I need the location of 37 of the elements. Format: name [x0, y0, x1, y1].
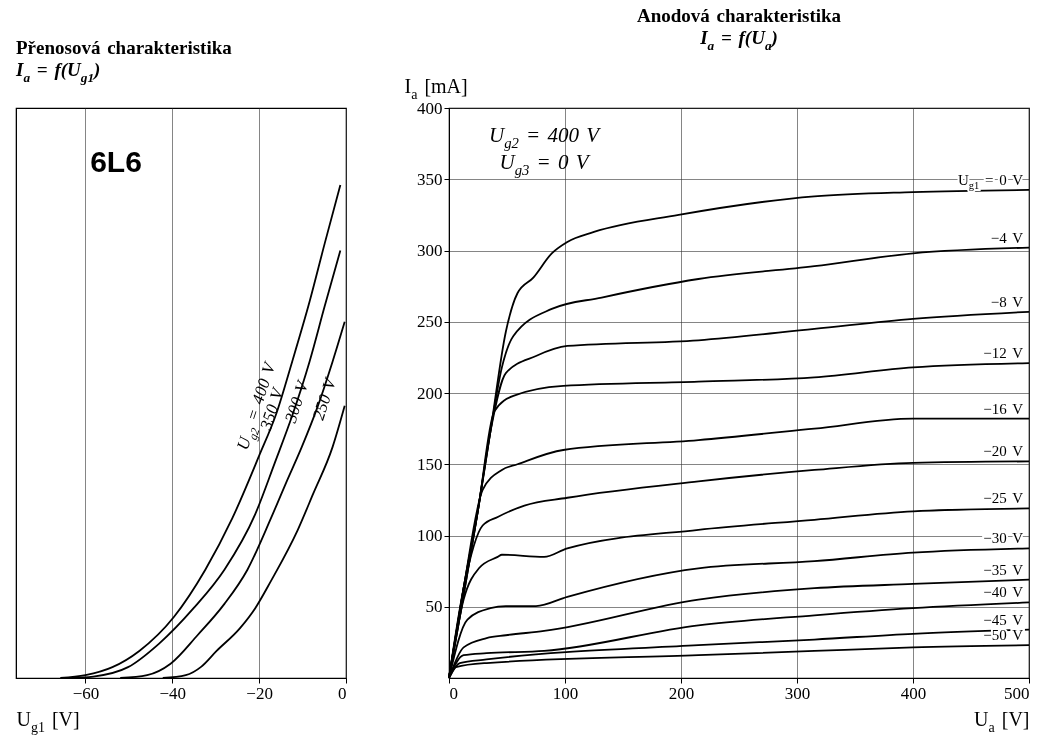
chart-title: Anodová charakteristika: [636, 5, 842, 26]
series-label: −25 V: [983, 490, 1024, 507]
series-label: −20 V: [983, 443, 1024, 460]
x-tick-label: 0: [338, 683, 347, 703]
x-axis-title: U$_{a}$ [V]: [974, 707, 1030, 735]
series-label: −8 V: [990, 293, 1024, 310]
series-label: −35 V: [983, 561, 1024, 578]
y-tick-label: 300: [417, 241, 443, 260]
annotation: U$_{g3}$ = 0 V: [499, 150, 591, 179]
series-label: U$_{g1}$ = 0 V: [957, 171, 1024, 192]
series-label: −30 V: [983, 530, 1024, 547]
x-tick-label: 100: [552, 683, 579, 703]
x-tick-label: 200: [668, 683, 695, 703]
y-tick-label: 200: [417, 383, 443, 403]
x-tick-label: −20: [246, 683, 273, 703]
series-label: −16 V: [983, 400, 1024, 417]
x-tick-label: −60: [72, 683, 100, 703]
y-tick-label: 50: [425, 597, 443, 617]
x-tick-label: 300: [784, 683, 811, 703]
x-tick-label: 0: [449, 683, 458, 703]
x-tick-label: 400: [900, 683, 927, 703]
series-label: −40 V: [983, 584, 1024, 601]
x-tick-label: −40: [159, 683, 187, 703]
annotation: 6L6: [90, 145, 142, 178]
y-tick-label: 250: [417, 312, 443, 332]
series-label: −12 V: [983, 345, 1024, 362]
x-axis-title: U$_{g1}$ [V]: [16, 707, 80, 735]
chart-subtitle: I$_{a}$ = f(U$_{a}$): [699, 27, 778, 53]
y-tick-label: 350: [417, 169, 443, 189]
chart-title: Přenosová charakteristika: [16, 37, 233, 58]
x-tick-label: 500: [1004, 683, 1030, 703]
annotation: U$_{g2}$ = 400 V: [488, 123, 602, 152]
y-tick-label: 100: [417, 526, 443, 545]
chart-subtitle: I$_{a}$ = f(U$_{g1}$): [15, 59, 101, 85]
series-label: −4 V: [990, 229, 1024, 246]
y-tick-label: 150: [417, 454, 443, 474]
series-label: −45 V: [983, 611, 1024, 628]
